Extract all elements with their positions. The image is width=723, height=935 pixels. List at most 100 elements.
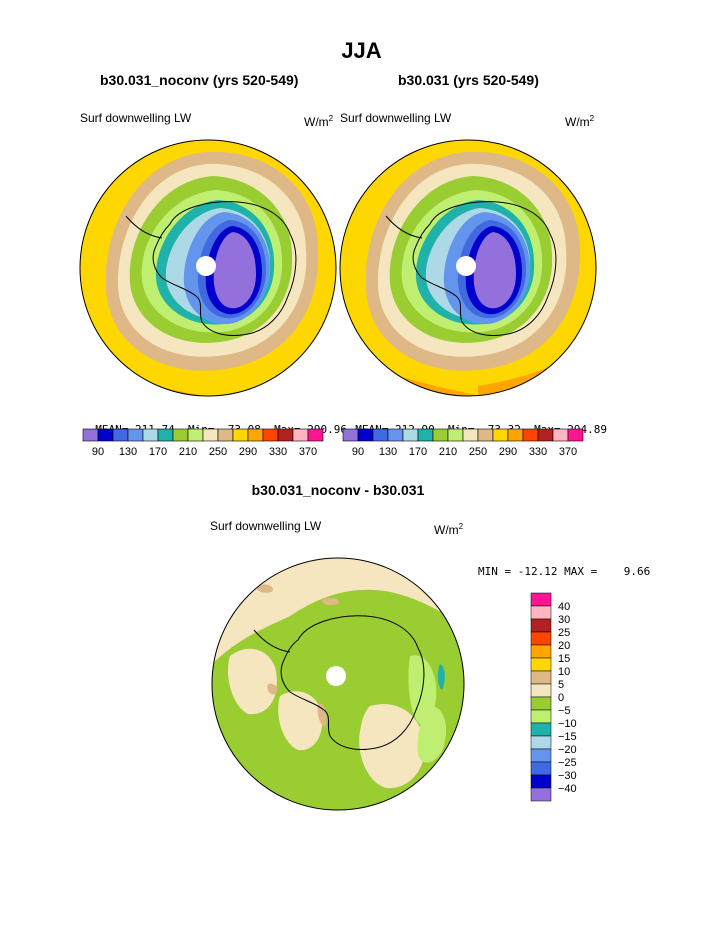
colorbar-tick-label: 170 [149,446,167,458]
colorbar-swatch [307,428,324,442]
colorbar-swatch [112,428,129,442]
colorbar-swatch [552,428,569,442]
colorbar-tick-label: 30 [558,614,570,626]
colorbar-tick-label: 0 [558,692,564,704]
colorbar-swatch [462,428,479,442]
colorbar-swatch [157,428,174,442]
colorbar-tick-label: 40 [558,601,570,613]
season-title: JJA [341,38,382,63]
colorbar-swatch [530,774,552,789]
colorbar-swatch [530,683,552,698]
colorbar-swatch [530,605,552,620]
colorbar-swatch [372,428,389,442]
diff-units-label: W/m2 [434,522,463,537]
colorbar-tick-label: 130 [379,446,397,458]
colorbar-swatch [530,709,552,724]
colorbar-swatch [292,428,309,442]
left-case-title: b30.031_noconv (yrs 520-549) [100,72,299,88]
diff-units-exp: 2 [458,522,464,531]
colorbar-tick-label: −25 [558,757,577,769]
colorbar-swatch [232,428,249,442]
diff-tan-dark-patch [256,584,273,593]
colorbar-swatch [530,761,552,776]
colorbar-swatch [522,428,539,442]
colorbar-swatch [530,657,552,672]
colorbar-swatch [387,428,404,442]
contour-90 [213,232,256,309]
right-units-label: W/m2 [565,114,594,129]
map-boundary [339,139,597,397]
colorbar-swatch [262,428,279,442]
colorbar-tick-label: 170 [409,446,427,458]
colorbar-tick-label: 90 [352,446,364,458]
colorbar-swatch [537,428,554,442]
left-units-label: W/m2 [304,114,333,129]
colorbar-swatch [567,428,584,442]
colorbar-swatch [142,428,159,442]
contour-90 [473,232,516,309]
colorbar-tick-label: −15 [558,731,577,743]
colorbar-tick-label: 370 [559,446,577,458]
diff-tan-patch [228,648,277,715]
colorbar-tick-label: 330 [269,446,287,458]
colorbar-swatch [492,428,509,442]
colorbar-swatch [530,631,552,646]
right-colorbar: 90 130 170 210 250 290 330 370 [342,428,584,458]
colorbar-swatch [97,428,114,442]
colorbar-tick-label: 130 [119,446,137,458]
colorbar-swatch [477,428,494,442]
antarctic-peninsula [253,629,291,653]
colorbar-swatch [342,428,359,442]
colorbar-tick-label: 15 [558,653,570,665]
colorbar-swatch [530,735,552,750]
right-units-base: W/m [565,115,590,129]
colorbar-tick-label: 5 [558,679,564,691]
map-boundary [211,557,465,811]
antarctica-coastline [152,201,297,336]
diff-polar-map [211,557,465,811]
pole-hole [196,256,216,276]
colorbar-tick-label: −40 [558,783,577,795]
left-variable-label: Surf downwelling LW [80,111,192,125]
colorbar-swatch [202,428,219,442]
colorbar-swatch [417,428,434,442]
colorbar-swatch [127,428,144,442]
colorbar-swatch [530,748,552,763]
colorbar-swatch [530,787,552,802]
diff-tan-patch [278,691,323,751]
antarctica-coastline [280,615,425,750]
diff-case-title: b30.031_noconv - b30.031 [251,482,425,498]
diff-tan-dark-patch [317,703,327,727]
colorbar-swatch [277,428,294,442]
map-boundary [79,139,337,397]
colorbar-tick-label: 25 [558,627,570,639]
colorbar-tick-label: 20 [558,640,570,652]
colorbar-tick-label: 90 [92,446,104,458]
colorbar-swatch [217,428,234,442]
colorbar-swatch [447,428,464,442]
diff-variable-label: Surf downwelling LW [210,519,322,533]
colorbar-swatch [530,722,552,737]
left-colorbar: 90 130 170 210 250 290 330 370 [82,428,324,458]
left-units-exp: 2 [328,114,334,123]
colorbar-swatch [530,618,552,633]
colorbar-tick-label: 370 [299,446,317,458]
antarctica-coastline [412,201,557,336]
colorbar-swatch [530,592,552,607]
colorbar-tick-label: 290 [499,446,517,458]
colorbar-swatch [357,428,374,442]
colorbar-swatch [187,428,204,442]
diff-tan-dark-patch [267,683,278,695]
antarctic-peninsula [385,215,423,239]
antarctic-peninsula [125,215,163,239]
colorbar-tick-label: −30 [558,770,577,782]
colorbar-swatch [82,428,99,442]
colorbar-tick-label: 210 [439,446,457,458]
diff-units-base: W/m [434,523,459,537]
diff-tan-dark-patch [322,597,339,606]
colorbar-swatch [530,644,552,659]
pole-hole [456,256,476,276]
diff-stats-line: MIN = -12.12 MAX = 9.66 [478,565,651,578]
colorbar-swatch [432,428,449,442]
